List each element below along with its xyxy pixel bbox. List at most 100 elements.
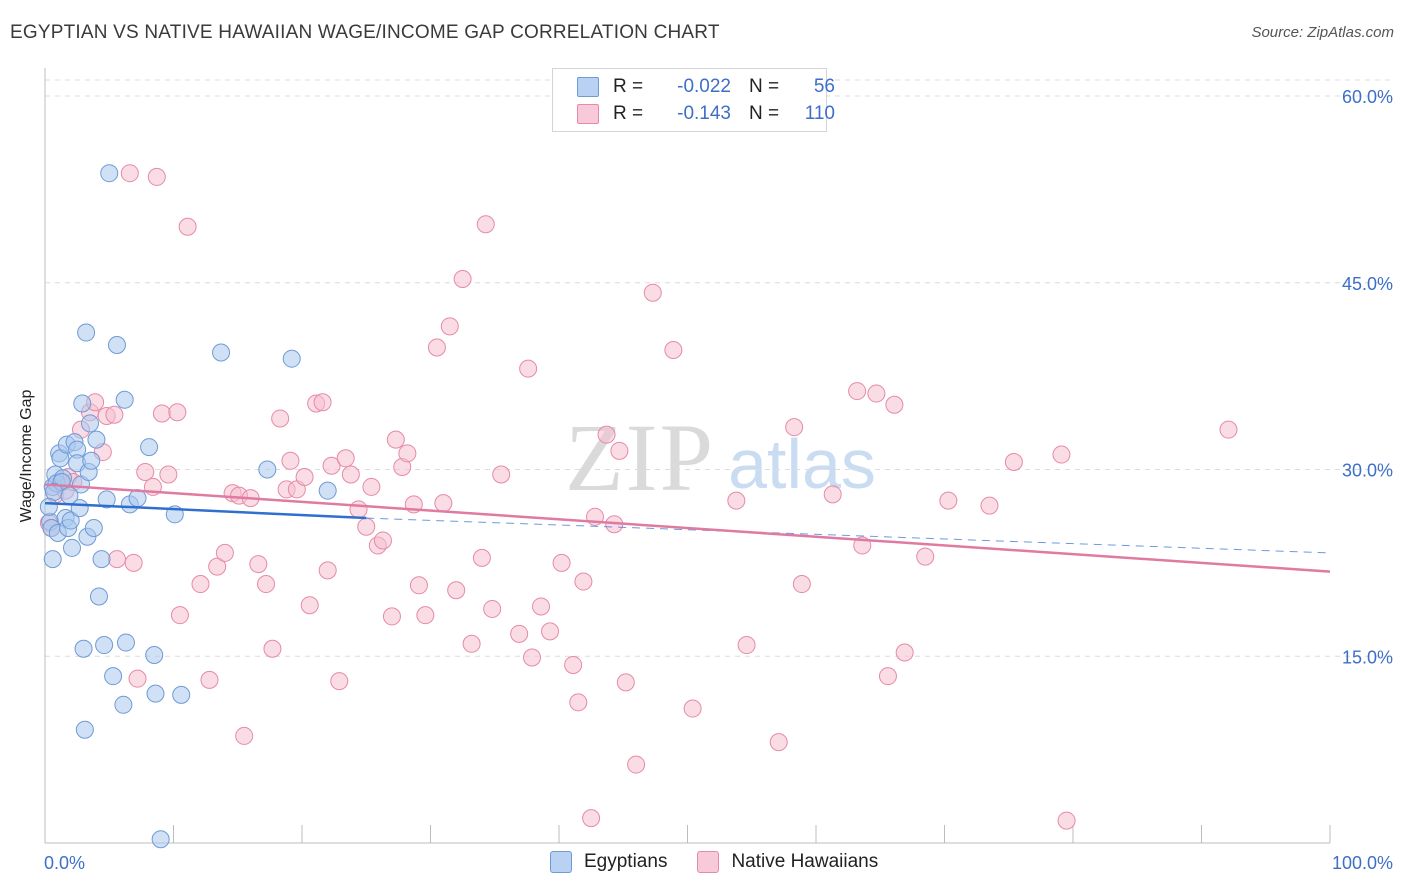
gridlines xyxy=(45,79,1392,657)
native-hawaiians-point xyxy=(357,517,376,536)
native-hawaiians-point xyxy=(318,561,337,580)
native-hawaiians-point xyxy=(683,699,702,718)
native-hawaiians-point xyxy=(257,575,276,594)
egyptians-point xyxy=(92,550,111,569)
native-hawaiians-point xyxy=(295,467,314,486)
egyptians-point xyxy=(97,490,116,509)
native-hawaiians-point xyxy=(616,673,635,692)
native-hawaiians-point xyxy=(159,465,178,484)
watermark: ZIP atlas xyxy=(565,404,876,511)
egyptians-point xyxy=(104,667,123,686)
native-hawaiians-point xyxy=(120,164,139,183)
native-hawaiians-points xyxy=(39,82,1238,830)
native-hawaiians-point xyxy=(409,576,428,595)
native-hawaiians-point xyxy=(483,599,502,618)
n-value: 56 xyxy=(813,76,835,97)
egyptians-point xyxy=(61,511,80,530)
correlation-legend: R = -0.022 N = 56 R = -0.143 N = 110 xyxy=(552,68,835,132)
native-hawaiians-point xyxy=(349,500,368,519)
native-hawaiians-point xyxy=(476,215,495,234)
native-hawaiians-point xyxy=(398,444,417,463)
native-hawaiians-point xyxy=(785,418,804,437)
native-hawaiians-point xyxy=(519,359,538,378)
native-hawaiians-point xyxy=(1052,445,1071,464)
y-tick-label: 15.0% xyxy=(1342,647,1393,667)
native-hawaiians-point xyxy=(848,382,867,401)
egyptians-swatch xyxy=(550,851,572,873)
legend-label-native-hawaiians: Native Hawaiians xyxy=(731,851,879,872)
native-hawaiians-point xyxy=(552,553,571,572)
egyptians-point xyxy=(146,684,165,703)
native-hawaiians-point xyxy=(440,317,459,336)
native-hawaiians-point xyxy=(792,575,811,594)
native-hawaiians-point xyxy=(737,636,756,655)
y-tick-label: 45.0% xyxy=(1342,274,1393,294)
native-hawaiians-point xyxy=(170,606,189,625)
legend-item-native-hawaiians[interactable]: Native Hawaiians xyxy=(697,851,878,873)
native-hawaiians-point xyxy=(492,465,511,484)
native-hawaiians-point xyxy=(510,624,529,643)
native-hawaiians-point xyxy=(152,404,171,423)
native-hawaiians-point xyxy=(330,672,349,691)
n-label: N = xyxy=(749,76,780,97)
native-hawaiians-point xyxy=(472,548,491,567)
egyptians-point xyxy=(39,497,58,516)
egyptians-point xyxy=(318,481,337,500)
native-hawaiians-point xyxy=(386,430,405,449)
egyptians-point xyxy=(107,336,126,354)
native-hawaiians-point xyxy=(867,384,886,403)
native-hawaiians-point xyxy=(200,670,219,689)
legend-row-native-hawaiians: R = -0.143 N = 110 xyxy=(577,102,835,126)
native-hawaiians-point xyxy=(382,607,401,626)
watermark-zip: ZIP xyxy=(565,404,715,511)
egyptians-point xyxy=(100,164,119,183)
native-hawaiians-point xyxy=(271,409,290,428)
native-hawaiians-point xyxy=(215,543,234,562)
n-label: N = xyxy=(749,103,780,124)
native-hawaiians-point xyxy=(427,338,446,357)
y-tick-label: 60.0% xyxy=(1342,87,1393,107)
egyptians-point xyxy=(80,414,99,433)
y-tick-label: 30.0% xyxy=(1342,461,1393,481)
egyptians-point xyxy=(77,323,96,342)
egyptians-point xyxy=(114,695,133,714)
egyptians-point xyxy=(60,486,79,505)
legend-label-egyptians: Egyptians xyxy=(584,851,668,872)
egyptians-point xyxy=(140,438,159,457)
native-hawaiians-swatch xyxy=(577,104,599,124)
native-hawaiians-point xyxy=(574,572,593,591)
native-hawaiians-point xyxy=(823,485,842,504)
native-hawaiians-point xyxy=(373,531,392,550)
native-hawaiians-point xyxy=(664,340,683,359)
egyptians-point xyxy=(95,636,114,655)
native-hawaiians-point xyxy=(895,643,914,662)
native-hawaiians-point xyxy=(1057,811,1076,830)
trend-lines xyxy=(44,483,1331,573)
native-hawaiians-point xyxy=(322,456,341,475)
r-value: -0.143 xyxy=(677,103,731,124)
egyptians-point xyxy=(84,519,103,538)
native-hawaiians-point xyxy=(263,639,282,658)
r-value: -0.022 xyxy=(677,76,731,97)
native-hawaiians-point xyxy=(136,462,155,481)
native-hawaiians-point xyxy=(447,581,466,600)
egyptians-points xyxy=(39,164,337,849)
native-hawaiians-point xyxy=(341,465,360,484)
native-hawaiians-point xyxy=(643,283,662,302)
axes xyxy=(44,68,1331,844)
native-hawaiians-point xyxy=(980,496,999,515)
native-hawaiians-point xyxy=(769,733,788,752)
native-hawaiians-point xyxy=(300,596,319,615)
egyptians-trend-extension xyxy=(366,517,1331,554)
native-hawaiians-point xyxy=(564,655,583,674)
native-hawaiians-point xyxy=(916,547,935,566)
native-hawaiians-point xyxy=(313,393,332,412)
native-hawaiians-point xyxy=(627,755,646,774)
native-hawaiians-point xyxy=(107,550,126,569)
egyptians-point xyxy=(82,451,101,470)
native-hawaiians-point xyxy=(569,693,588,712)
native-hawaiians-point xyxy=(610,441,629,460)
legend-item-egyptians[interactable]: Egyptians xyxy=(550,851,667,873)
x-tick-label-min: 0.0% xyxy=(44,853,85,873)
